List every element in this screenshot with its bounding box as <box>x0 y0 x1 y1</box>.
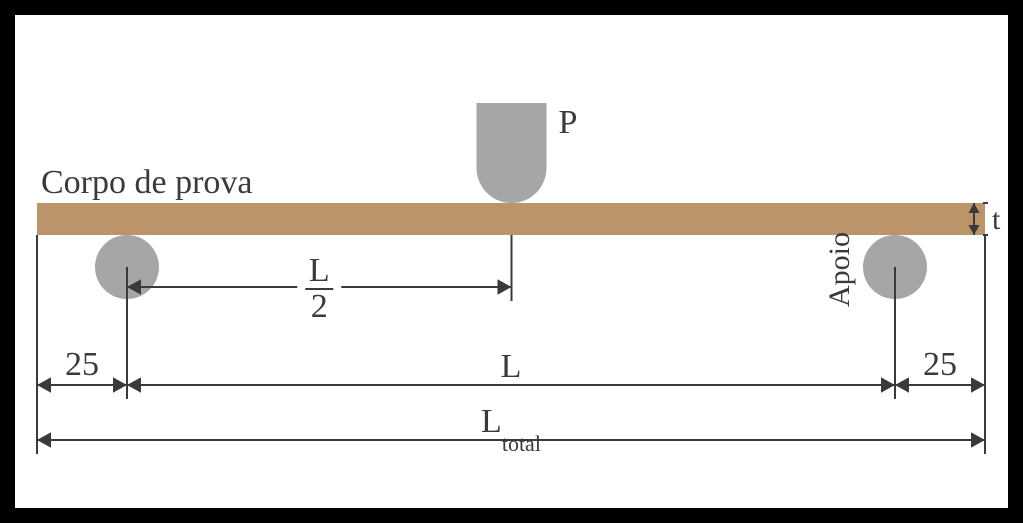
label-L2-den: 2 <box>311 288 328 325</box>
label-t: t <box>992 203 1001 236</box>
label-25-right: 25 <box>923 346 957 383</box>
label-L: L <box>501 348 522 385</box>
label-L2-num: L <box>309 252 330 289</box>
label-P: P <box>559 104 578 141</box>
beam <box>37 203 985 235</box>
load-punch <box>477 103 547 203</box>
label-apoio: Apoio <box>823 232 856 307</box>
label-corpo: Corpo de prova <box>41 164 253 201</box>
label-25-left: 25 <box>65 346 99 383</box>
